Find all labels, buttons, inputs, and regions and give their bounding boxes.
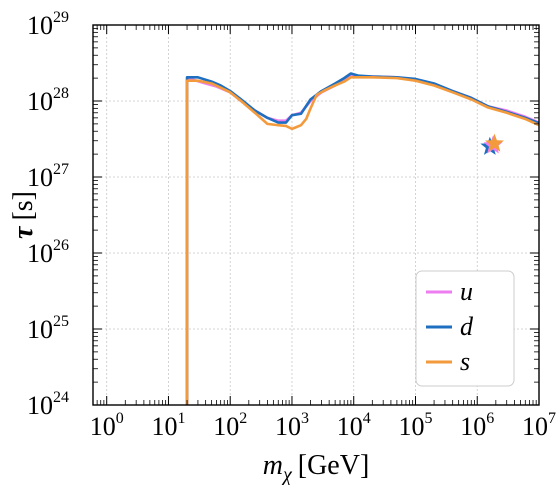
- y-tick-label: 1028: [27, 85, 69, 116]
- x-axis-label: mχ [GeV]: [263, 450, 370, 485]
- y-tick-label: 1025: [27, 313, 69, 344]
- x-tick-base: 10: [151, 412, 177, 441]
- x-tick-exponent: 6: [486, 410, 494, 427]
- legend-label-s: s: [460, 347, 470, 376]
- x-tick-label: 102: [213, 410, 247, 441]
- x-tick-base: 10: [337, 412, 363, 441]
- y-tick-base: 10: [27, 239, 53, 268]
- series-layer: [185, 72, 540, 405]
- x-tick-label: 106: [460, 410, 494, 441]
- y-tick-base: 10: [27, 87, 53, 116]
- y-tick-exponent: 29: [53, 9, 69, 26]
- series-line-s: [185, 76, 540, 405]
- x-tick-exponent: 3: [301, 410, 309, 427]
- star-marker-s: [484, 133, 504, 152]
- y-tick-exponent: 24: [53, 389, 69, 406]
- x-tick-label: 104: [337, 410, 371, 441]
- legend-label-u: u: [460, 277, 473, 306]
- tick-labels: 100 101 102 103 104 105 106 1071024102510261027…: [27, 9, 556, 441]
- y-tick-label: 1024: [27, 389, 69, 420]
- plot-frame: [92, 24, 540, 406]
- x-tick-label: 101: [151, 410, 185, 441]
- y-tick-exponent: 25: [53, 313, 69, 330]
- x-tick-label: 103: [275, 410, 309, 441]
- x-tick-base: 10: [398, 412, 424, 441]
- x-tick-base: 10: [275, 412, 301, 441]
- x-axis-subscript: χ: [281, 464, 293, 485]
- x-tick-exponent: 2: [239, 410, 247, 427]
- x-tick-base: 10: [460, 412, 486, 441]
- x-tick-base: 10: [90, 412, 116, 441]
- x-axis-variable: m: [263, 450, 283, 481]
- y-axis-label: τ [s]: [8, 191, 39, 239]
- x-tick-exponent: 1: [177, 410, 185, 427]
- y-tick-exponent: 28: [53, 85, 69, 102]
- y-tick-exponent: 26: [53, 237, 69, 254]
- legend-box: [415, 270, 515, 387]
- x-tick-exponent: 5: [424, 410, 432, 427]
- x-tick-label: 100: [90, 410, 124, 441]
- legend-label-d: d: [460, 312, 474, 341]
- y-tick-base: 10: [27, 11, 53, 40]
- x-tick-base: 10: [213, 412, 239, 441]
- y-tick-exponent: 27: [53, 161, 69, 178]
- x-tick-exponent: 0: [116, 410, 124, 427]
- marker-layer: [480, 133, 504, 155]
- y-tick-label: 1027: [27, 161, 69, 192]
- y-tick-label: 1026: [27, 237, 69, 268]
- x-tick-exponent: 7: [548, 410, 556, 427]
- legend: u d s: [415, 270, 515, 387]
- y-tick-base: 10: [27, 315, 53, 344]
- y-axis-unit: [s]: [8, 191, 39, 221]
- y-tick-label: 1029: [27, 9, 69, 40]
- y-axis-variable: τ: [8, 225, 39, 239]
- x-axis-unit: [GeV]: [298, 450, 370, 481]
- x-tick-base: 10: [522, 412, 548, 441]
- y-tick-base: 10: [27, 391, 53, 420]
- y-tick-base: 10: [27, 163, 53, 192]
- x-tick-exponent: 4: [363, 410, 371, 427]
- x-tick-label: 105: [398, 410, 432, 441]
- ticks: [92, 24, 540, 406]
- x-tick-label: 107: [522, 410, 556, 441]
